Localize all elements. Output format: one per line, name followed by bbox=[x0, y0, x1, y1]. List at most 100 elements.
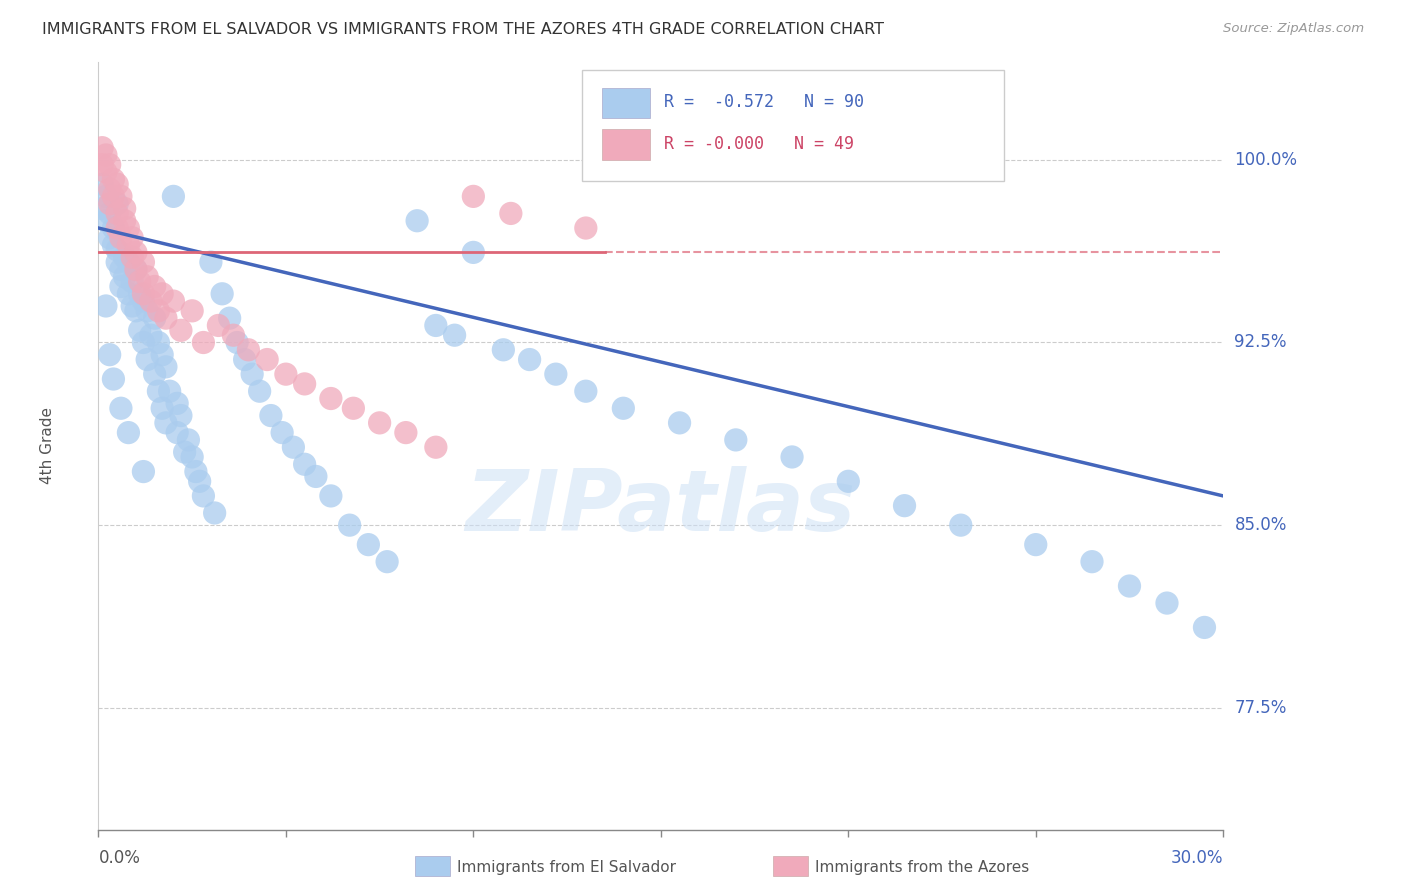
Point bbox=[425, 318, 447, 333]
Point bbox=[249, 384, 271, 399]
Point bbox=[114, 213, 136, 227]
Point bbox=[125, 262, 148, 277]
Point bbox=[668, 416, 690, 430]
Point bbox=[98, 206, 121, 220]
Point bbox=[342, 401, 364, 416]
Point bbox=[103, 172, 125, 186]
Point bbox=[294, 457, 316, 471]
Point bbox=[283, 440, 305, 454]
Text: 85.0%: 85.0% bbox=[1234, 516, 1286, 534]
Point bbox=[406, 213, 429, 227]
Point bbox=[103, 238, 125, 252]
Point bbox=[148, 335, 170, 350]
Point bbox=[143, 279, 166, 293]
Point bbox=[949, 518, 972, 533]
Point bbox=[837, 475, 859, 489]
Point bbox=[103, 189, 125, 203]
Point bbox=[132, 255, 155, 269]
Point bbox=[162, 189, 184, 203]
Text: R = -0.000   N = 49: R = -0.000 N = 49 bbox=[664, 135, 855, 153]
Point bbox=[132, 335, 155, 350]
Point bbox=[1156, 596, 1178, 610]
Point bbox=[177, 433, 200, 447]
Point bbox=[233, 352, 256, 367]
Point bbox=[294, 376, 316, 391]
Point bbox=[375, 555, 398, 569]
Point bbox=[204, 506, 226, 520]
Point bbox=[222, 328, 245, 343]
Point bbox=[443, 328, 465, 343]
Point bbox=[98, 348, 121, 362]
Point bbox=[150, 286, 173, 301]
Text: ZIPatlas: ZIPatlas bbox=[465, 466, 856, 549]
Text: IMMIGRANTS FROM EL SALVADOR VS IMMIGRANTS FROM THE AZORES 4TH GRADE CORRELATION : IMMIGRANTS FROM EL SALVADOR VS IMMIGRANT… bbox=[42, 22, 884, 37]
Point bbox=[143, 367, 166, 381]
Point bbox=[110, 231, 132, 245]
Point bbox=[150, 401, 173, 416]
Point bbox=[132, 294, 155, 309]
Point bbox=[162, 294, 184, 309]
Point bbox=[105, 255, 128, 269]
Point bbox=[117, 425, 139, 440]
Text: 4th Grade: 4th Grade bbox=[41, 408, 55, 484]
Text: Source: ZipAtlas.com: Source: ZipAtlas.com bbox=[1223, 22, 1364, 36]
Point bbox=[173, 445, 195, 459]
Point bbox=[105, 243, 128, 257]
Point bbox=[395, 425, 418, 440]
Point bbox=[136, 269, 159, 284]
Point bbox=[125, 303, 148, 318]
Point bbox=[240, 367, 263, 381]
Point bbox=[260, 409, 283, 423]
Point bbox=[319, 489, 342, 503]
Point bbox=[226, 335, 249, 350]
Point bbox=[128, 323, 150, 337]
Point bbox=[91, 178, 114, 192]
Point bbox=[425, 440, 447, 454]
Point bbox=[114, 250, 136, 264]
Point bbox=[193, 489, 215, 503]
Point bbox=[98, 158, 121, 172]
Point bbox=[110, 401, 132, 416]
Point bbox=[184, 465, 207, 479]
Point bbox=[319, 392, 342, 406]
Point bbox=[91, 202, 114, 216]
Point bbox=[103, 372, 125, 386]
Point bbox=[1194, 620, 1216, 634]
Point bbox=[724, 433, 747, 447]
Point bbox=[499, 206, 522, 220]
Point bbox=[305, 469, 328, 483]
Point bbox=[105, 221, 128, 235]
Text: 100.0%: 100.0% bbox=[1234, 151, 1298, 169]
Point bbox=[136, 352, 159, 367]
Point bbox=[94, 148, 117, 162]
Point bbox=[155, 416, 177, 430]
Point bbox=[339, 518, 361, 533]
Point bbox=[166, 425, 188, 440]
Point bbox=[200, 255, 222, 269]
FancyBboxPatch shape bbox=[602, 129, 650, 160]
Point bbox=[193, 335, 215, 350]
Point bbox=[94, 189, 117, 203]
FancyBboxPatch shape bbox=[602, 87, 650, 119]
Point bbox=[91, 141, 114, 155]
Point bbox=[463, 189, 485, 203]
Point bbox=[94, 213, 117, 227]
Point bbox=[117, 286, 139, 301]
Point bbox=[139, 328, 162, 343]
Point bbox=[544, 367, 567, 381]
Point bbox=[110, 279, 132, 293]
Point bbox=[274, 367, 297, 381]
Point bbox=[128, 286, 150, 301]
Point bbox=[121, 250, 143, 264]
Point bbox=[143, 311, 166, 326]
Point bbox=[98, 196, 121, 211]
Point bbox=[1118, 579, 1140, 593]
Point bbox=[368, 416, 391, 430]
Text: 30.0%: 30.0% bbox=[1171, 849, 1223, 867]
Point bbox=[132, 286, 155, 301]
Point bbox=[575, 384, 598, 399]
Text: R =  -0.572   N = 90: R = -0.572 N = 90 bbox=[664, 94, 865, 112]
Point bbox=[357, 538, 380, 552]
Text: Immigrants from El Salvador: Immigrants from El Salvador bbox=[457, 860, 676, 874]
Point bbox=[128, 275, 150, 289]
